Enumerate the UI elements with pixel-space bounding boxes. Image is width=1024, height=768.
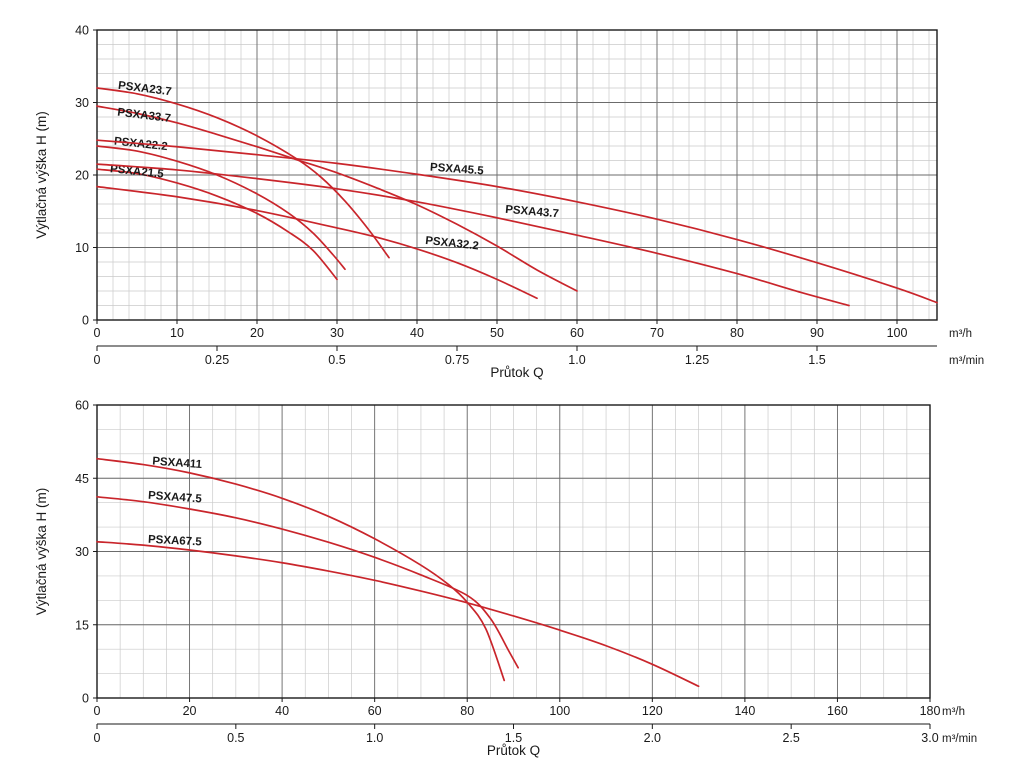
curve-PSXA47.5 [96,495,519,669]
secondary-x-tick-label: 3.0 [921,731,938,745]
secondary-x-tick-label: 2.5 [782,731,799,745]
x-unit-label: m³/h [942,706,965,718]
y-tick-label: 0 [82,314,89,328]
curve-PSXA22.2 [96,145,346,271]
x-tick-label: 140 [734,704,755,718]
x-tick-label: 50 [490,326,504,340]
x-tick-label: 100 [887,326,908,340]
y-tick-label: 10 [75,241,89,255]
y-axis-title: Výtlačná výška H (m) [34,111,49,239]
x-tick-label: 60 [368,704,382,718]
y-tick-label: 0 [82,692,89,706]
x-tick-label: 30 [330,326,344,340]
curve-PSXA411 [96,457,506,682]
bottom-chart: 0 20 40 60 80 100 120 140 160 180 0 15 30 45 60 m³/h 0 0.… [34,399,977,759]
x-tick-label: 40 [410,326,424,340]
x-tick-label: 70 [650,326,664,340]
curve-PSXA21.5 [96,168,338,281]
x-tick-label: 20 [250,326,264,340]
x-tick-label: 0 [94,704,101,718]
x-tick-label: 120 [642,704,663,718]
secondary-x-tick-label: 2.0 [644,731,661,745]
curve-name-label-PSXA47.5: PSXA47.5 [148,490,203,506]
secondary-x-tick-label: 1.5 [808,353,825,367]
secondary-x-unit-label: m³/min [942,733,977,745]
curve-PSXA45.5 [96,139,938,304]
curve-name-label-PSXA45.5: PSXA45.5 [430,162,485,178]
x-tick-label: 80 [460,704,474,718]
curve-PSXA33.7 [96,105,578,292]
y-tick-label: 60 [75,399,89,413]
curve-PSXA43.7 [96,163,850,307]
secondary-x-tick-label: 1.0 [366,731,383,745]
x-tick-label: 90 [810,326,824,340]
curve-name-label-PSXA411: PSXA411 [152,456,203,471]
y-tick-label: 20 [75,169,89,183]
curve-name-label-PSXA67.5: PSXA67.5 [148,534,203,549]
secondary-x-unit-label: m³/min [949,355,984,367]
secondary-x-tick-label: 0.5 [328,353,345,367]
x-tick-label: 80 [730,326,744,340]
y-tick-label: 15 [75,618,89,632]
y-tick-label: 30 [75,545,89,559]
curve-name-label-PSXA32.2: PSXA32.2 [425,235,480,253]
curve-PSXA67.5 [96,540,700,688]
curve-PSXA23.7 [96,87,390,259]
x-tick-label: 10 [170,326,184,340]
x-tick-label: 20 [183,704,197,718]
top-chart: 0 10 20 30 40 50 60 70 80 90 100 0 10 20 30 40 m³/h 0 0.25… [34,24,984,381]
secondary-x-tick-label: 0 [94,731,101,745]
curve-PSXA32.2 [96,185,538,300]
secondary-x-tick-label: 0 [94,353,101,367]
x-axis-title: Průtok Q [490,365,543,380]
x-tick-label: 40 [275,704,289,718]
curve-name-label-PSXA33.7: PSXA33.7 [117,107,172,125]
secondary-x-tick-label: 1.25 [685,353,709,367]
y-tick-label: 40 [75,24,89,38]
secondary-x-tick-label: 0.25 [205,353,229,367]
x-tick-label: 60 [570,326,584,340]
secondary-x-tick-label: 0.75 [445,353,469,367]
secondary-x-tick-label: 1.5 [505,731,522,745]
curve-name-label-PSXA43.7: PSXA43.7 [505,204,560,221]
y-tick-label: 30 [75,96,89,110]
secondary-x-tick-label: 0.5 [227,731,244,745]
x-tick-label: 160 [827,704,848,718]
y-tick-label: 45 [75,472,89,486]
x-tick-label: 0 [94,326,101,340]
x-unit-label: m³/h [949,328,972,340]
x-tick-label: 100 [549,704,570,718]
x-axis-title: Průtok Q [487,743,540,758]
y-axis-title: Výtlačná výška H (m) [34,488,49,616]
x-tick-label: 180 [920,704,941,718]
secondary-x-tick-label: 1.0 [568,353,585,367]
